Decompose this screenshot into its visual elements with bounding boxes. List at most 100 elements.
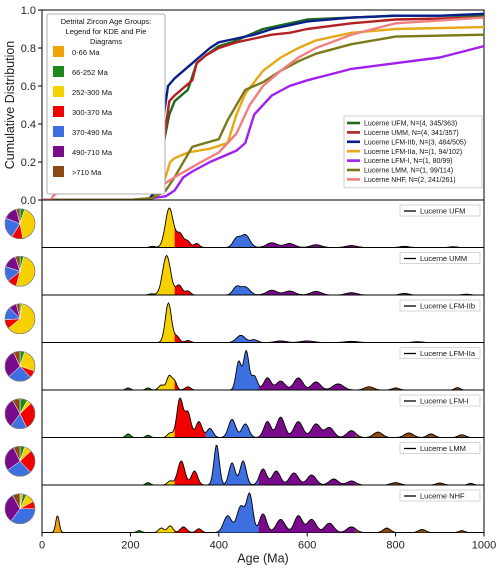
kde-fill <box>153 303 175 343</box>
kde-fill <box>174 526 206 533</box>
age-legend-title: Legend for KDE and Pie <box>66 27 147 36</box>
kde-fill <box>205 445 259 485</box>
kde-legend-label: Lucerne LMM <box>420 444 466 453</box>
kde-fill <box>258 417 356 438</box>
series-legend: Lucerne UFM, N=(4, 345/363) Lucerne UMM, … <box>343 115 483 189</box>
cdf-line-4 <box>42 44 485 202</box>
kde-fill <box>153 427 175 438</box>
age-legend-box <box>46 13 166 195</box>
kde-fill <box>174 284 206 295</box>
kde-fill <box>153 525 175 533</box>
kde-legend-box <box>399 442 481 454</box>
kde-fill <box>205 350 259 390</box>
kde-fill <box>174 461 206 485</box>
pie-outline <box>4 445 36 477</box>
kde-legend-label: Lucerne UMM <box>420 254 467 263</box>
kde-fill <box>258 290 356 295</box>
kde-legend-box <box>399 394 481 407</box>
x-tick-label: 600 <box>298 540 316 552</box>
series-legend-label: Lucerne LFM-IIb, N=(3, 484/505) <box>364 139 466 146</box>
age-legend-swatch <box>53 106 64 117</box>
x-tick-label: 400 <box>210 540 228 552</box>
age-legend-label: 252-300 Ma <box>72 88 113 97</box>
kde-legend-label: Lucerne LFM-IIb <box>420 302 475 311</box>
kde-fill <box>205 335 259 343</box>
y-tick-label: 0.0 <box>21 195 36 207</box>
age-legend-title: Detrital Zircon Age Groups: <box>61 17 151 26</box>
series-legend-label: Lucerne LFM-IIa, N=(1, 94/102) <box>364 149 462 156</box>
kde-panels: Lucerne UFM Lucerne UMM Lucerne LFM-IIb Luc… <box>4 199 485 533</box>
kde-fill <box>174 226 206 248</box>
kde-legend-box <box>399 204 481 217</box>
kde-panel-0: Lucerne UFM <box>4 199 485 248</box>
axes: 0 200 400 600 800 1000 Age (Ma) <box>39 532 496 566</box>
age-legend-label: 370-490 Ma <box>72 128 113 137</box>
kde-panel-3: Lucerne LFM-IIa <box>4 342 485 391</box>
age-legend-label: 66-252 Ma <box>72 68 109 77</box>
y-tick-label: 0.8 <box>21 43 36 55</box>
series-legend-label: Lucerne NHF, N=(2, 241/261) <box>364 177 456 184</box>
kde-panel-5: Lucerne LMM <box>4 437 485 486</box>
y-tick-label: 0.6 <box>21 81 36 93</box>
age-legend-swatch <box>53 46 64 57</box>
age-legend-swatch <box>53 166 64 177</box>
kde-fill <box>205 285 259 295</box>
pie-outline <box>4 303 36 335</box>
age-groups-legend: Detrital Zircon Age Groups:Legend for KD… <box>46 13 166 195</box>
kde-panel-6: Lucerne NHF <box>4 484 485 533</box>
kde-panel-2: Lucerne LFM-IIb <box>4 294 485 343</box>
age-legend-swatch <box>53 86 64 97</box>
pie-outline <box>4 398 36 430</box>
age-legend-title: Diagrams <box>90 37 122 46</box>
cdf-plot: 0.0 0.2 0.4 0.6 0.8 1.0 Cumulative Distributio… <box>3 5 485 207</box>
pie-outline <box>4 255 36 287</box>
kde-fill <box>258 242 356 248</box>
pie-outline <box>4 350 36 382</box>
kde-fill <box>205 234 259 248</box>
kde-outline <box>42 492 484 533</box>
x-tick-label: 800 <box>386 540 404 552</box>
kde-fill <box>42 516 72 533</box>
x-tick-label: 1000 <box>472 540 496 552</box>
kde-legend-box <box>399 347 481 359</box>
pie-outline <box>4 208 36 240</box>
kde-legend-label: Lucerne NHF <box>420 492 465 501</box>
x-tick-label: 200 <box>121 540 139 552</box>
age-legend-swatch <box>53 146 64 157</box>
y-tick-label: 0.4 <box>21 119 36 131</box>
kde-fill <box>153 375 175 390</box>
kde-legend-label: Lucerne LFM-I <box>420 397 469 406</box>
kde-legend-box <box>399 489 481 502</box>
kde-frame <box>41 342 485 391</box>
age-legend-label: 0-66 Ma <box>72 48 100 57</box>
age-legend-label: 490-710 Ma <box>72 148 113 157</box>
kde-fill <box>258 377 356 390</box>
kde-legend-label: Lucerne LFM-IIa <box>420 349 476 358</box>
cdf-line-5 <box>42 33 485 202</box>
series-legend-label: Lucerne UFM, N=(4, 345/363) <box>364 121 457 128</box>
kde-fill <box>205 419 259 438</box>
age-legend-label: 300-370 Ma <box>72 108 113 117</box>
y-axis-label: Cumulative Distribution <box>3 41 17 170</box>
kde-fill <box>174 333 206 343</box>
kde-panel-4: Lucerne LFM-I <box>4 389 485 438</box>
pie-outline <box>4 493 36 525</box>
age-legend-label: >710 Ma <box>72 168 102 177</box>
kde-legend-box <box>399 252 481 264</box>
x-tick-label: 0 <box>39 540 45 552</box>
x-axis-label: Age (Ma) <box>237 552 288 566</box>
age-legend-swatch <box>53 126 64 137</box>
y-tick-label: 0.2 <box>21 157 36 169</box>
series-legend-label: Lucerne UMM, N=(4, 341/357) <box>364 130 459 137</box>
kde-panel-1: Lucerne UMM <box>4 247 485 296</box>
series-legend-label: Lucerne LMM, N=(1, 99/114) <box>364 168 453 175</box>
kde-fill <box>153 208 175 248</box>
series-legend-label: Lucerne LFM-I, N=(1, 80/99) <box>364 158 453 165</box>
series-legend-box <box>343 115 483 189</box>
kde-legend-label: Lucerne UFM <box>420 207 465 216</box>
y-tick-label: 1.0 <box>21 5 36 17</box>
age-legend-swatch <box>53 66 64 77</box>
kde-fill <box>205 493 259 533</box>
kde-legend-box <box>399 299 481 312</box>
